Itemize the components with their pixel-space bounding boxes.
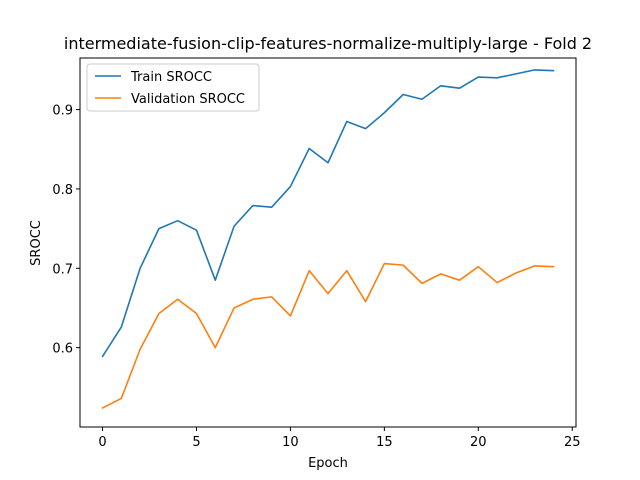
series-line-1 — [101, 262, 555, 410]
x-axis: 0 5 10 15 20 25 — [98, 427, 581, 450]
legend-label-1: Validation SROCC — [131, 92, 245, 107]
y-axis-label: SROCC — [29, 220, 44, 266]
x-axis-label: Epoch — [308, 456, 348, 471]
y-tick-label: 0.6 — [52, 342, 73, 357]
plot-area — [101, 69, 555, 410]
legend: Train SROCC Validation SROCC — [86, 63, 260, 112]
axes-frame — [79, 57, 577, 428]
y-tick-label: 0.8 — [52, 183, 73, 198]
y-tick-label: 0.9 — [52, 104, 73, 119]
y-axis: 0.6 0.7 0.8 0.9 — [52, 104, 80, 357]
legend-box — [86, 63, 260, 112]
x-tick-label: 20 — [470, 435, 487, 450]
legend-label-0: Train SROCC — [130, 70, 212, 85]
x-tick-label: 0 — [98, 435, 106, 450]
x-tick-label: 15 — [376, 435, 393, 450]
x-tick-label: 5 — [192, 435, 200, 450]
chart-title: intermediate-fusion-clip-features-normal… — [64, 34, 592, 53]
x-tick-label: 10 — [282, 435, 299, 450]
series-line-0 — [101, 69, 555, 358]
y-tick-label: 0.7 — [52, 262, 73, 277]
x-tick-label: 25 — [564, 435, 581, 450]
